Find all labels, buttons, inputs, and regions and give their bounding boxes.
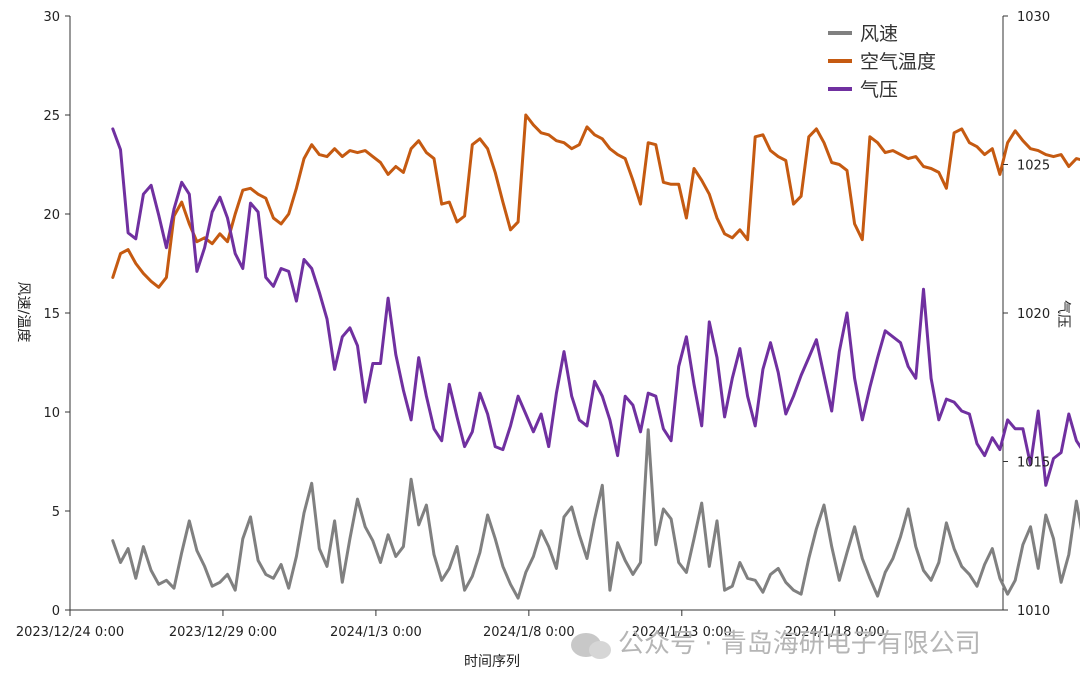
legend-label-air-temperature: 空气温度 [860,51,936,73]
legend-label-pressure: 气压 [860,79,898,101]
series-line-pressure [111,127,1080,487]
y-axis-left-label: 风速/温度 [15,282,31,343]
axes-layer [69,16,1004,611]
y-axis-right-label: 气压 [1055,300,1071,328]
y-right-tick-label: 1020 [1017,307,1050,322]
x-tick-label: 2024/1/18 0:00 [785,625,885,640]
y-right-tick-label: 1010 [1017,604,1050,619]
y-left-tick-label: 5 [52,505,60,520]
x-tick-label: 2023/12/24 0:00 [16,625,124,640]
y-left-tick-label: 15 [43,307,60,322]
y-right-tick-label: 1015 [1017,456,1050,471]
tick-layer: 051015202530101010151020102510302023/12/… [16,10,1050,640]
y-left-tick-label: 0 [52,604,60,619]
y-right-tick-label: 1030 [1017,10,1050,25]
watermark-text: 公众号 · 青岛海研电子有限公司 [618,629,981,659]
watermark: 公众号 · 青岛海研电子有限公司 [571,629,981,659]
wechat-icon-bubble [589,641,611,659]
y-right-tick-label: 1025 [1017,159,1050,174]
legend-label-wind-speed: 风速 [860,23,898,45]
series-layer [111,113,1080,600]
legend: 风速 空气温度 气压 [828,23,936,101]
x-tick-label: 2024/1/13 0:00 [632,625,732,640]
y-left-tick-label: 20 [43,208,60,223]
y-left-tick-label: 30 [43,10,60,25]
y-left-tick-label: 10 [43,406,60,421]
series-line-air-temperature [111,113,1080,289]
x-tick-label: 2024/1/8 0:00 [483,625,575,640]
x-tick-label: 2023/12/29 0:00 [169,625,277,640]
x-tick-label: 2024/1/3 0:00 [330,625,422,640]
x-axis-label: 时间序列 [464,654,520,670]
y-left-tick-label: 25 [43,109,60,124]
series-line-wind-speed [111,428,1080,600]
